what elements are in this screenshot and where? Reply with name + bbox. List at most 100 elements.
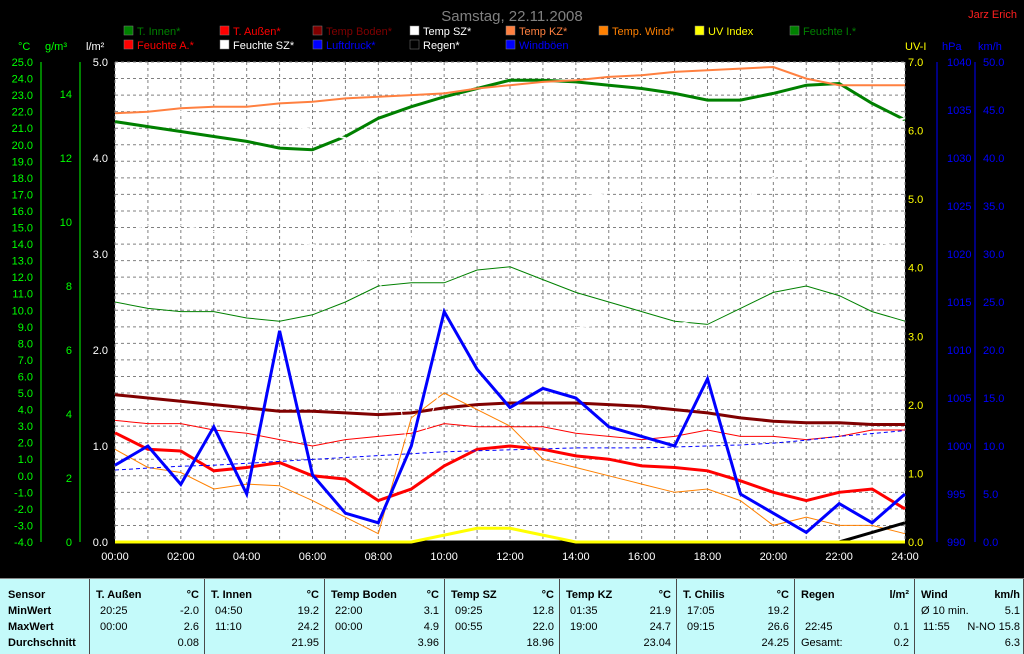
x-tick-label: 00:00 [101, 551, 129, 563]
x-tick-label: 04:00 [233, 551, 261, 563]
uv-tick-label: 6.0 [908, 126, 923, 138]
stats-column-unit: °C [293, 589, 319, 601]
stats-avg-value: 18.96 [504, 637, 554, 649]
legend-swatch [599, 26, 608, 35]
uv-tick-label: 4.0 [908, 263, 923, 275]
stats-max-time: 00:55 [455, 621, 483, 633]
stats-min-value: 19.2 [739, 605, 789, 617]
temp-tick-label: 24.0 [12, 74, 33, 86]
humidity-tick-label: 6 [66, 345, 72, 357]
wind-tick-label: 50.0 [983, 57, 1004, 69]
stats-column-name: T. Außen [96, 589, 141, 601]
rain-tick-label: 3.0 [93, 249, 108, 261]
stats-wind-unit: km/h [982, 589, 1020, 601]
legend-label: UV Index [708, 26, 754, 38]
rain-tick-label: 0.0 [93, 537, 108, 549]
stats-wind-max-time: 11:55 [923, 621, 950, 633]
legend-label: Regen* [423, 40, 460, 52]
uv-tick-label: 0.0 [908, 537, 923, 549]
stats-min-value: -2.0 [149, 605, 199, 617]
stats-max-time: 11:10 [215, 621, 242, 633]
stats-wind-avg: 5.1 [978, 605, 1020, 617]
temp-tick-label: -2.0 [14, 504, 33, 516]
wind-tick-label: 20.0 [983, 345, 1004, 357]
x-tick-label: 08:00 [365, 551, 393, 563]
stats-max-value: 2.6 [149, 621, 199, 633]
temp-tick-label: 22.0 [12, 107, 33, 119]
rain-tick-label: 1.0 [93, 441, 108, 453]
stats-min-time: 09:25 [455, 605, 483, 617]
author-label: Jarz Erich [968, 9, 1017, 21]
humidity-tick-label: 0 [66, 537, 72, 549]
temp-tick-label: 12.0 [12, 272, 33, 284]
stats-max-value: 22.0 [504, 621, 554, 633]
temp-tick-label: 20.0 [12, 140, 33, 152]
uv-tick-label: 3.0 [908, 331, 923, 343]
x-tick-label: 20:00 [760, 551, 788, 563]
temp-tick-label: 19.0 [12, 156, 33, 168]
pressure-tick-label: 990 [947, 537, 965, 549]
stats-max-value: 24.7 [621, 621, 671, 633]
temp-tick-label: 2.0 [18, 438, 33, 450]
wind-tick-label: 30.0 [983, 249, 1004, 261]
stats-column-name: T. Chilis [683, 589, 725, 601]
pressure-tick-label: 1040 [947, 57, 971, 69]
rain-tick-label: 2.0 [93, 345, 108, 357]
legend-swatch [790, 26, 799, 35]
stats-max-time: 09:15 [687, 621, 715, 633]
stats-row-label: Durchschnitt [8, 637, 76, 649]
legend-label: Feuchte SZ* [233, 40, 295, 52]
temp-tick-label: 25.0 [12, 57, 33, 69]
rain-tick-label: 4.0 [93, 153, 108, 165]
stats-wind-avg-label: Ø 10 min. [921, 605, 969, 617]
temp-tick-label: 5.0 [18, 388, 33, 400]
stats-row-label: MinWert [8, 605, 51, 617]
humidity-tick-label: 12 [60, 153, 72, 165]
temp-tick-label: 4.0 [18, 405, 33, 417]
stats-wind-max: N-NO 15.8 [956, 621, 1020, 633]
wind-tick-label: 40.0 [983, 153, 1004, 165]
temp-tick-label: 6.0 [18, 371, 33, 383]
humidity-tick-label: 4 [66, 409, 72, 421]
temp-tick-label: 1.0 [18, 454, 33, 466]
temp-tick-label: -3.0 [14, 520, 33, 532]
stats-column-name: Temp SZ [451, 589, 497, 601]
pressure-tick-label: 1010 [947, 345, 971, 357]
temp-tick-label: 3.0 [18, 421, 33, 433]
stats-max-time: 00:00 [335, 621, 363, 633]
legend-swatch [410, 40, 419, 49]
humidity-tick-label: 10 [60, 217, 72, 229]
uv-tick-label: 2.0 [908, 400, 923, 412]
stats-max-value: 26.6 [739, 621, 789, 633]
stats-avg-value: 24.25 [739, 637, 789, 649]
legend-swatch [124, 26, 133, 35]
stats-min-value: 21.9 [621, 605, 671, 617]
pressure-tick-label: 995 [947, 489, 965, 501]
stats-rain-total-label: Gesamt: [801, 637, 843, 649]
humidity-unit: g/m³ [45, 41, 67, 53]
x-tick-label: 06:00 [299, 551, 327, 563]
legend-swatch [695, 26, 704, 35]
stats-max-time: 00:00 [100, 621, 128, 633]
uv-tick-label: 5.0 [908, 194, 923, 206]
pressure-tick-label: 1030 [947, 153, 971, 165]
legend-label: Luftdruck* [326, 40, 376, 52]
stats-column-unit: °C [173, 589, 199, 601]
rain-unit: l/m² [86, 41, 105, 53]
pressure-tick-label: 1015 [947, 297, 971, 309]
stats-wind-name: Wind [921, 589, 948, 601]
stats-avg-value: 3.96 [389, 637, 439, 649]
stats-rain-name: Regen [801, 589, 835, 601]
stats-avg-value: 21.95 [269, 637, 319, 649]
stats-max-value: 24.2 [269, 621, 319, 633]
stats-column-name: Temp Boden [331, 589, 397, 601]
temp-tick-label: 18.0 [12, 173, 33, 185]
legend-label: Temp. Wind* [612, 26, 675, 38]
stats-min-time: 22:00 [335, 605, 363, 617]
temp-tick-label: 16.0 [12, 206, 33, 218]
